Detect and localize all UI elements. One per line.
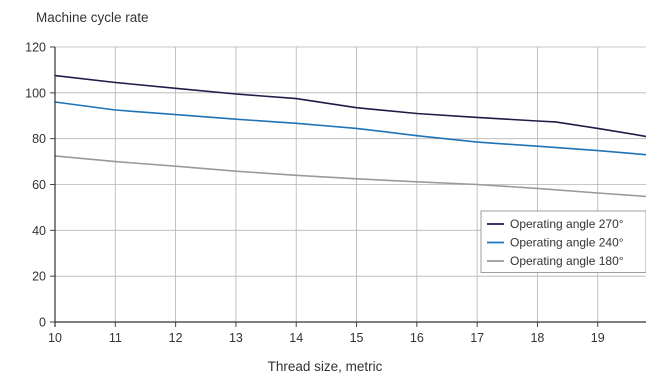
series-line-2	[54, 101, 646, 156]
tick-labels: 0 20 40 60 80 100 120 10 11 12 13 14 15 16 17 18 19	[25, 41, 605, 346]
x-tick-label: 16	[410, 331, 424, 345]
series-line-1	[54, 74, 646, 138]
series-lines	[54, 74, 646, 198]
y-tick-label: 80	[32, 132, 46, 146]
y-tick-label: 100	[25, 86, 46, 100]
x-tick-label: 13	[229, 331, 243, 345]
y-tick-label: 0	[39, 316, 46, 330]
x-tick-label: 14	[289, 331, 303, 345]
x-tick-label: 12	[169, 331, 183, 345]
x-axis-title: Thread size, metric	[268, 359, 383, 374]
axes	[50, 46, 646, 327]
x-tick-label: 15	[350, 331, 364, 345]
grid-lines	[55, 46, 646, 322]
y-tick-label: 40	[32, 224, 46, 238]
x-tick-label: 18	[530, 331, 544, 345]
legend-label: Operating angle 180°	[510, 254, 624, 268]
y-tick-label: 20	[32, 270, 46, 284]
x-tick-label: 11	[109, 331, 122, 345]
x-tick-label: 10	[48, 331, 62, 345]
y-tick-label: 60	[32, 178, 46, 192]
legend-label: Operating angle 240°	[510, 236, 624, 250]
legend: Operating angle 270° Operating angle 240°…	[480, 210, 646, 273]
x-tick-label: 17	[470, 331, 484, 345]
x-tick-label: 19	[591, 331, 605, 345]
legend-box	[480, 210, 646, 273]
y-axis-title: Machine cycle rate	[36, 10, 149, 25]
legend-label: Operating angle 270°	[510, 217, 624, 231]
y-tick-label: 120	[25, 41, 46, 55]
series-line-3	[54, 155, 646, 198]
